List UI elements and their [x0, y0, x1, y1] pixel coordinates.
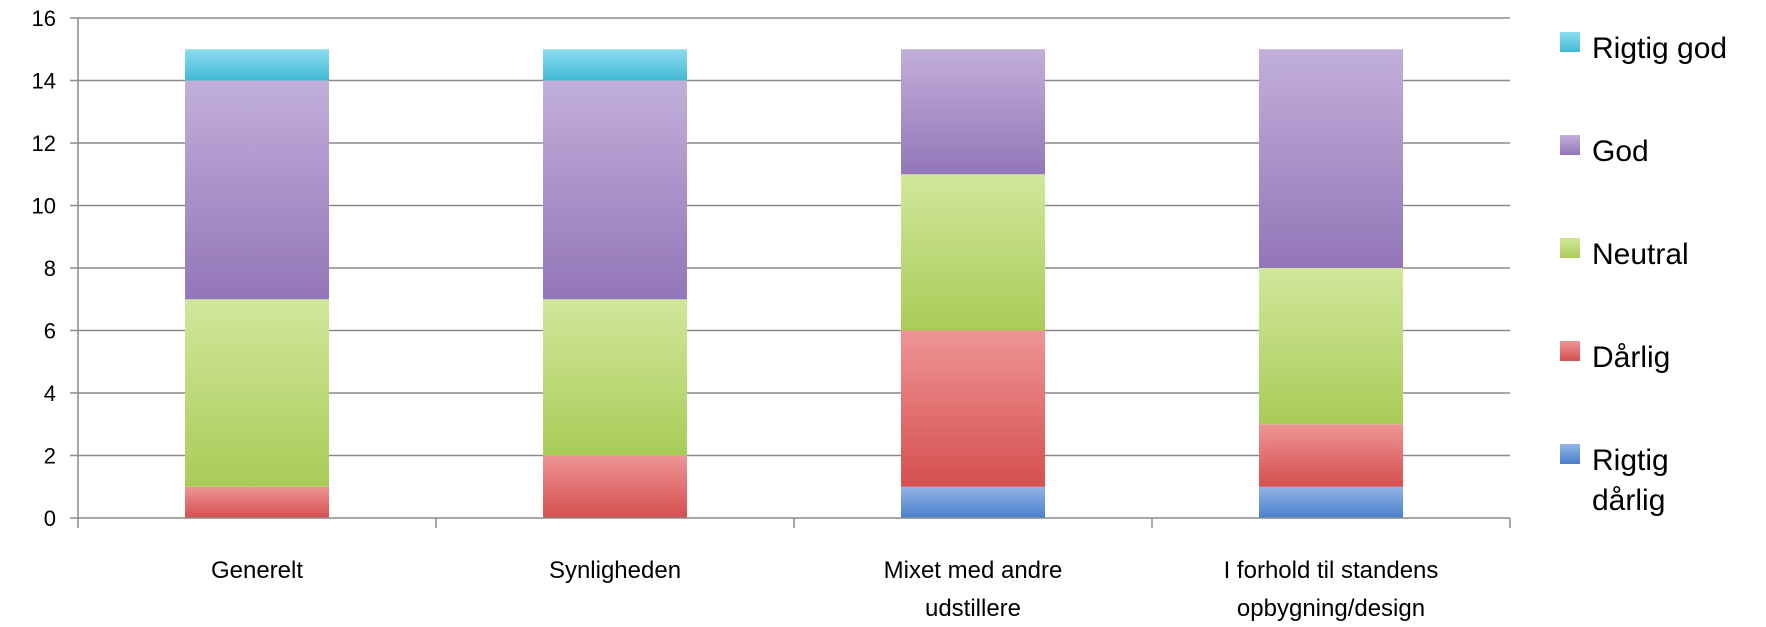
bar-segment — [185, 80, 329, 300]
bar-segment — [543, 299, 687, 456]
bar-segment — [1259, 486, 1403, 518]
legend-swatch — [1560, 341, 1580, 361]
legend-label: Rigtig god — [1592, 32, 1727, 65]
legend-label: Dårlig — [1592, 341, 1670, 374]
legend: Rigtig god God Neutral Dårlig Rigtig dårlig — [1560, 32, 1727, 517]
y-tick-labels: 0 2 4 6 8 10 12 14 16 — [32, 6, 56, 531]
x-category-label: Mixet med andre — [884, 557, 1063, 584]
bar-segment — [1259, 424, 1403, 487]
bar-segment — [1259, 268, 1403, 425]
y-tick-label: 16 — [32, 6, 56, 31]
y-tick-label: 2 — [44, 444, 56, 469]
legend-label: dårlig — [1592, 484, 1665, 517]
x-category-label: Synligheden — [549, 557, 681, 584]
bar-segment — [901, 174, 1045, 331]
legend-swatch — [1560, 238, 1580, 258]
y-tick-label: 8 — [44, 256, 56, 281]
y-tick-label: 4 — [44, 381, 56, 406]
y-tick-label: 12 — [32, 131, 56, 156]
bar-segment — [901, 486, 1045, 518]
y-tick-label: 6 — [44, 319, 56, 344]
x-category-label: opbygning/design — [1237, 595, 1425, 622]
legend-label: Neutral — [1592, 238, 1689, 271]
bar-segment — [185, 299, 329, 487]
bar-segment — [185, 49, 329, 81]
y-tick-label: 0 — [44, 506, 56, 531]
x-category-labels: Generelt Synligheden Mixet med andre udstil… — [211, 557, 1438, 622]
bar-segment — [543, 49, 687, 81]
bar-segment — [185, 486, 329, 518]
legend-swatch — [1560, 444, 1580, 464]
bar-segment — [543, 80, 687, 300]
bars — [185, 49, 1403, 518]
y-tick-label: 10 — [32, 194, 56, 219]
legend-label: God — [1592, 135, 1649, 168]
y-tick-label: 14 — [32, 69, 56, 94]
bar-segment — [1259, 49, 1403, 268]
legend-swatch — [1560, 32, 1580, 52]
x-category-label: Generelt — [211, 557, 303, 584]
axes — [70, 17, 1511, 528]
x-category-label: udstillere — [925, 595, 1021, 622]
x-category-label: I forhold til standens — [1224, 557, 1439, 584]
bar-segment — [901, 49, 1045, 175]
bar-segment — [901, 330, 1045, 487]
legend-swatch — [1560, 135, 1580, 155]
bar-segment — [543, 455, 687, 518]
legend-label: Rigtig — [1592, 444, 1669, 477]
